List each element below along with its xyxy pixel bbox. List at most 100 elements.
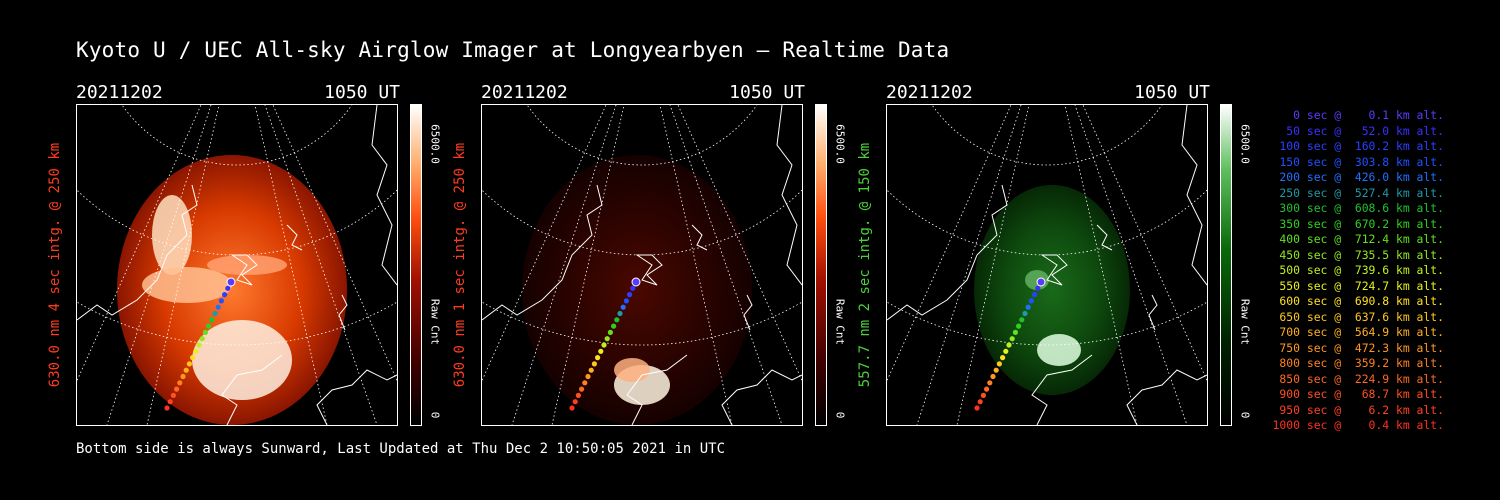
track-point [611, 323, 617, 329]
legend-entry: 1000 sec @ 0.4 km alt. [1272, 418, 1444, 432]
legend-entry: 800 sec @ 359.2 km alt. [1272, 356, 1444, 370]
track-point [1036, 277, 1046, 287]
track-point [226, 277, 236, 287]
satellite-track-legend: 0 sec @ 0.1 km alt. 50 sec @ 52.0 km alt… [1260, 108, 1444, 434]
colorbar-unit-text: Raw Cnt [428, 298, 442, 346]
legend-entry: 650 sec @ 637.6 km alt. [1272, 309, 1444, 324]
track-point [987, 380, 993, 386]
aurora-patch [142, 267, 232, 303]
track-point [167, 399, 173, 405]
coastline [77, 105, 397, 425]
colorbar-max-text: 6500.0 [428, 124, 442, 164]
colorbar-min: 0 [428, 404, 442, 426]
aurora-patch [614, 358, 650, 382]
coastline [887, 105, 1207, 425]
allsky-image [76, 104, 398, 426]
track-point [614, 317, 620, 323]
footer-note: Bottom side is always Sunward, Last Upda… [76, 441, 726, 457]
track-point [1032, 292, 1038, 298]
sky-disk [522, 155, 752, 425]
track-point [595, 355, 601, 361]
aurora-patch [192, 320, 292, 400]
colorbar-unit-text: Raw Cnt [1238, 298, 1252, 346]
track-point [209, 317, 215, 323]
legend-entry: 500 sec @ 739.6 km alt. [1272, 263, 1444, 277]
track-point [1009, 336, 1015, 342]
colorbar [410, 104, 422, 426]
track-point [569, 405, 575, 411]
coastline [482, 105, 802, 425]
legend-entry: 850 sec @ 224.9 km alt. [1272, 371, 1444, 386]
panel-ylabel-text: 557.7 nm 2 sec intg. @ 150 km [857, 142, 873, 388]
track-point [631, 277, 641, 287]
aurora-patch [152, 195, 192, 275]
track-point [215, 304, 221, 310]
track-point [607, 329, 613, 335]
track-point [193, 348, 199, 354]
legend-entry: 450 sec @ 735.5 km alt. [1272, 247, 1444, 262]
legend-entry: 950 sec @ 6.2 km alt. [1272, 402, 1444, 417]
track-point [591, 361, 597, 367]
track-point [582, 380, 588, 386]
allsky-image [481, 104, 803, 426]
panel-ylabel: 630.0 nm 4 sec intg. @ 250 km [44, 104, 66, 426]
panel-date: 20211202 [76, 82, 163, 103]
track-point [984, 386, 990, 392]
legend-entry: 700 sec @ 564.9 km alt. [1272, 325, 1444, 339]
page-title: Kyoto U / UEC All-sky Airglow Imager at … [76, 38, 950, 62]
panel-time: 1050 UT [729, 82, 805, 103]
legend-entry: 550 sec @ 724.7 km alt. [1272, 278, 1444, 293]
track-point [980, 392, 986, 398]
track-point [572, 399, 578, 405]
track-point [601, 342, 607, 348]
legend-entry: 300 sec @ 608.6 km alt. [1272, 201, 1444, 215]
track-point [990, 373, 996, 380]
track-point [604, 336, 610, 342]
colorbar-min-text: 0 [833, 411, 847, 419]
legend-entry: 750 sec @ 472.3 km alt. [1272, 340, 1444, 355]
panel-ylabel: 630.0 nm 1 sec intg. @ 250 km [449, 104, 471, 426]
colorbar-unit: Raw Cnt [833, 282, 847, 362]
colorbar-min-text: 0 [1238, 411, 1252, 419]
track-point [993, 367, 999, 373]
track-point [177, 380, 183, 386]
track-point [588, 367, 594, 373]
panel-date: 20211202 [481, 82, 568, 103]
legend-entry: 0 sec @ 0.1 km alt. [1272, 108, 1444, 122]
image-panel-630-1s: 20211202 1050 UT 630.0 nm 1 sec intg. @ … [452, 82, 881, 432]
track-point [575, 392, 581, 398]
colorbar [1220, 104, 1232, 426]
track-point [1003, 348, 1009, 354]
legend-entry: 900 sec @ 68.7 km alt. [1272, 387, 1444, 401]
track-point [627, 292, 633, 298]
track-point [1019, 317, 1025, 323]
track-point [199, 336, 205, 342]
track-point [630, 285, 636, 291]
track-point [212, 310, 218, 317]
legend-entry: 250 sec @ 527.4 km alt. [1272, 185, 1444, 200]
colorbar-unit: Raw Cnt [428, 282, 442, 362]
track-point [174, 386, 180, 392]
panel-ylabel: 557.7 nm 2 sec intg. @ 150 km [854, 104, 876, 426]
track-point [1016, 323, 1022, 329]
track-point [1022, 310, 1028, 317]
track-point [623, 298, 629, 304]
legend-entry: 350 sec @ 670.2 km alt. [1272, 216, 1444, 231]
track-point [206, 323, 212, 329]
image-panel-630-4s: 20211202 1050 UT 630.0 nm 4 sec intg. @ … [47, 82, 476, 432]
track-point [1028, 298, 1034, 304]
track-point [218, 298, 224, 304]
colorbar-min: 0 [833, 404, 847, 426]
track-point [977, 399, 983, 405]
sky-disk [974, 185, 1130, 395]
track-point [996, 361, 1002, 367]
track-point [1035, 285, 1041, 291]
track-point [225, 285, 231, 291]
track-point [620, 304, 626, 310]
colorbar-max-text: 6500.0 [833, 124, 847, 164]
track-point [180, 373, 186, 380]
colorbar-max: 6500.0 [833, 104, 847, 184]
legend-entry: 50 sec @ 52.0 km alt. [1272, 123, 1444, 138]
satellite-track [164, 277, 236, 411]
track-point [1012, 329, 1018, 335]
